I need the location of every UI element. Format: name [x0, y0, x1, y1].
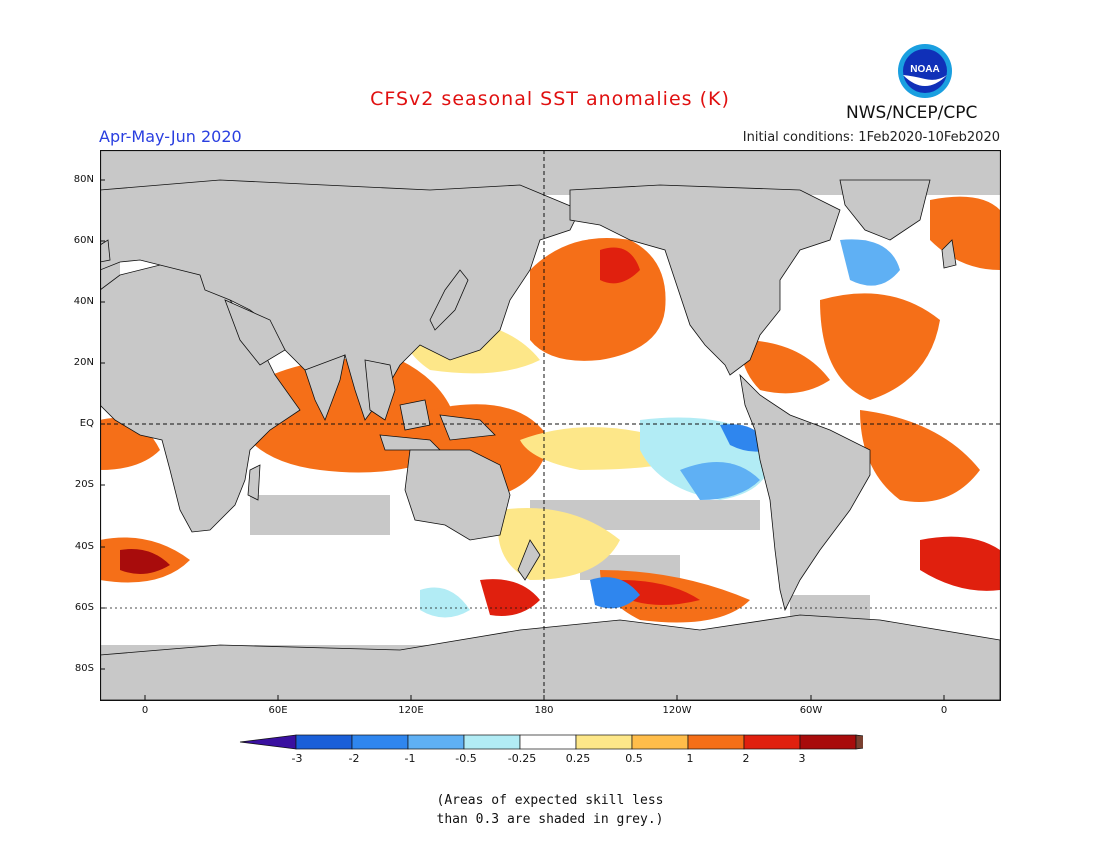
colorbar-segment	[743, 734, 801, 750]
skill-footnote-line2: than 0.3 are shaded in grey.)	[436, 812, 664, 827]
lon-label: 0	[940, 705, 948, 716]
colorbar-label: 3	[798, 752, 806, 765]
lon-label: 60W	[799, 705, 823, 716]
lat-label: 40S	[74, 541, 94, 552]
forecast-period: Apr-May-Jun 2020	[99, 127, 242, 146]
colorbar-low-arrow	[239, 734, 297, 750]
noaa-logo: NOAA	[898, 44, 952, 98]
colorbar-label: -0.5	[455, 752, 477, 765]
cool-anomalies	[160, 193, 900, 618]
colorbar-label: -2	[348, 752, 360, 765]
sst-anomaly-map	[100, 150, 1001, 701]
colorbar-segment	[687, 734, 745, 750]
colorbar	[239, 734, 863, 750]
colorbar-label: 2	[742, 752, 750, 765]
colorbar-segment	[295, 734, 353, 750]
continents	[100, 179, 1000, 700]
initial-conditions: Initial conditions: 1Feb2020-10Feb2020	[742, 130, 1000, 145]
colorbar-segment	[463, 734, 521, 750]
colorbar-label: -1	[404, 752, 416, 765]
agency-label: NWS/NCEP/CPC	[846, 103, 978, 123]
lat-label: EQ	[79, 418, 94, 429]
colorbar-label: -3	[291, 752, 303, 765]
lat-label: 60N	[73, 235, 94, 246]
lon-label: 60E	[268, 705, 288, 716]
colorbar-label: -0.25	[507, 752, 537, 765]
lon-label: 120W	[662, 705, 692, 716]
colorbar-segment	[575, 734, 633, 750]
colorbar-label: 0.5	[625, 752, 643, 765]
lat-label: 20S	[74, 479, 94, 490]
colorbar-label: 0.25	[565, 752, 591, 765]
lat-label: 40N	[73, 296, 94, 307]
lon-label: 120E	[398, 705, 424, 716]
colorbar-segment	[799, 734, 857, 750]
colorbar-segment	[519, 734, 577, 750]
colorbar-segment	[407, 734, 465, 750]
lat-label: 80N	[73, 174, 94, 185]
lon-label: 0	[141, 705, 149, 716]
colorbar-segment	[631, 734, 689, 750]
lat-label: 20N	[73, 357, 94, 368]
lon-label: 180	[534, 705, 554, 716]
map-title: CFSv2 seasonal SST anomalies (K)	[370, 88, 730, 110]
svg-text:NOAA: NOAA	[910, 64, 939, 75]
colorbar-segment	[351, 734, 409, 750]
skill-footnote-line1: (Areas of expected skill less	[436, 793, 664, 808]
colorbar-high-arrow	[855, 734, 863, 750]
lat-label: 80S	[74, 663, 94, 674]
colorbar-label: 1	[686, 752, 694, 765]
lat-label: 60S	[74, 602, 94, 613]
